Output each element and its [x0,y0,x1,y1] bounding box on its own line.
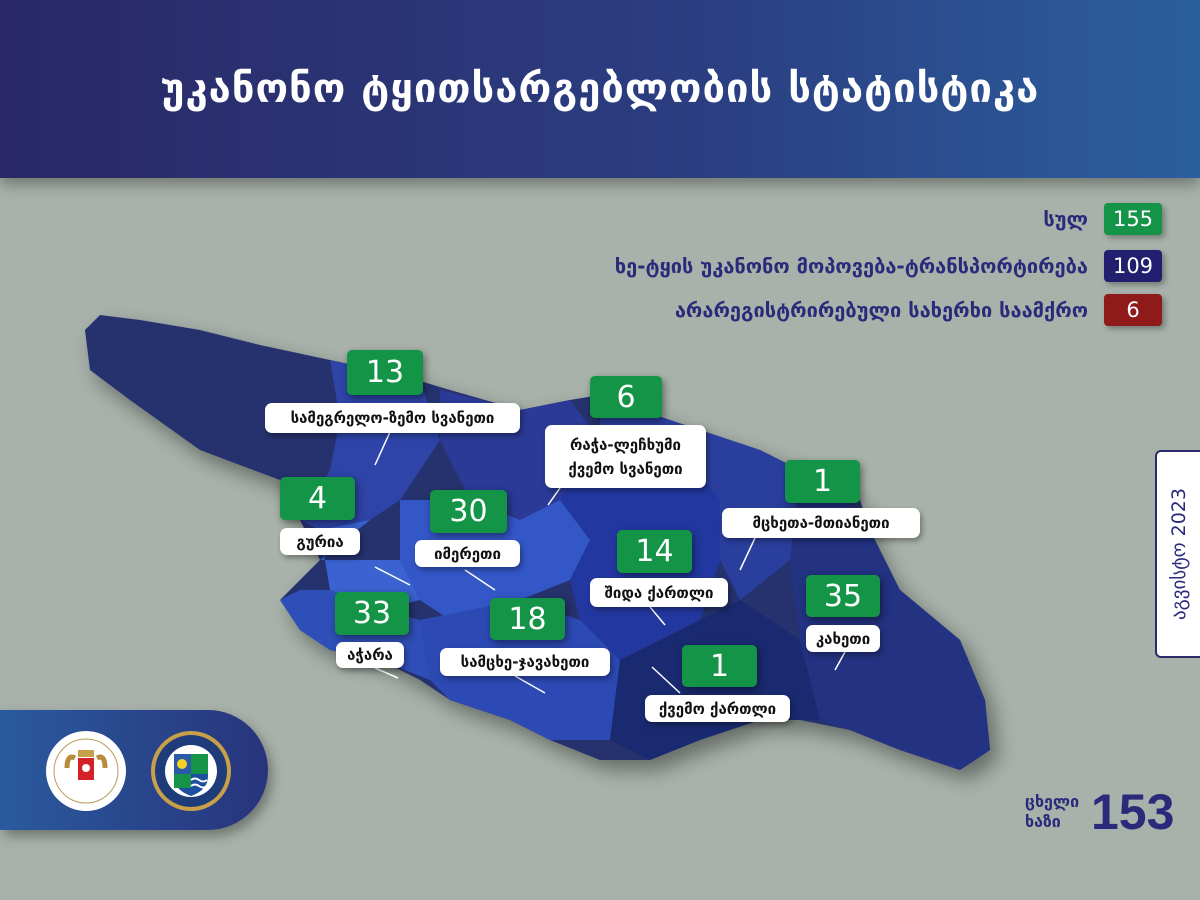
region-label-racha: რაჭა-ლეჩხუმი ქვემო სვანეთი [545,425,706,488]
region-count-kakheti: 35 [806,575,880,617]
page-title: უკანონო ტყითსარგებლობის სტატისტიკა [160,66,1040,112]
hotline: ცხელი ხაზი 153 [1025,783,1174,841]
legend-illegal-logging: ხე-ტყის უკანონო მოპოვება-ტრანსპორტირება … [615,250,1162,282]
region-count-racha: 6 [590,376,662,418]
legend-label: არარეგისტრირებული სახერხი საამქრო [674,298,1088,322]
legend-badge: 155 [1104,203,1162,235]
region-label-mtskheta: მცხეთა-მთიანეთი [722,508,920,538]
region-count-kvemo-kartli: 1 [682,645,757,687]
region-label-adjara: აჭარა [336,642,404,668]
region-label-imereti: იმერეთი [415,540,520,567]
region-count-guria: 4 [280,477,355,520]
region-count-shida-kartli: 14 [617,530,692,573]
region-label-kvemo-kartli: ქვემო ქართლი [645,695,790,722]
legend-unregistered-sawmill: არარეგისტრირებული სახერხი საამქრო 6 [675,294,1162,326]
legend-badge: 6 [1104,294,1162,326]
region-label-samtskhe: სამცხე-ჯავახეთი [440,648,610,676]
region-guria [320,520,420,610]
logos-panel [0,710,268,830]
legend-label: ხე-ტყის უკანონო მოპოვება-ტრანსპორტირება [614,254,1088,278]
region-count-adjara: 33 [335,592,409,635]
legend-label: სულ [1043,207,1088,231]
legend-total: სულ 155 [1043,203,1162,235]
date-tab: აგვისტო 2023 [1155,450,1200,658]
region-count-mtskheta: 1 [785,460,860,503]
region-label-samegrelo: სამეგრელო-ზემო სვანეთი [265,403,520,433]
region-label-kakheti: კახეთი [806,625,880,652]
region-count-samtskhe: 18 [490,598,565,640]
header-banner: უკანონო ტყითსარგებლობის სტატისტიკა [0,0,1200,178]
region-label-guria: გურია [280,528,360,555]
leader-lines [374,431,846,694]
forestry-agency-seal-logo [151,731,231,811]
ministry-seal-logo [46,731,126,811]
region-count-samegrelo: 13 [347,350,423,395]
date-text: აგვისტო 2023 [1168,488,1191,620]
region-kakheti [790,470,990,770]
region-count-imereti: 30 [430,490,507,533]
hotline-label: ცხელი ხაზი [1025,792,1080,831]
hotline-number[interactable]: 153 [1091,784,1175,840]
legend-badge: 109 [1104,250,1162,282]
region-label-shida-kartli: შიდა ქართლი [590,578,728,607]
